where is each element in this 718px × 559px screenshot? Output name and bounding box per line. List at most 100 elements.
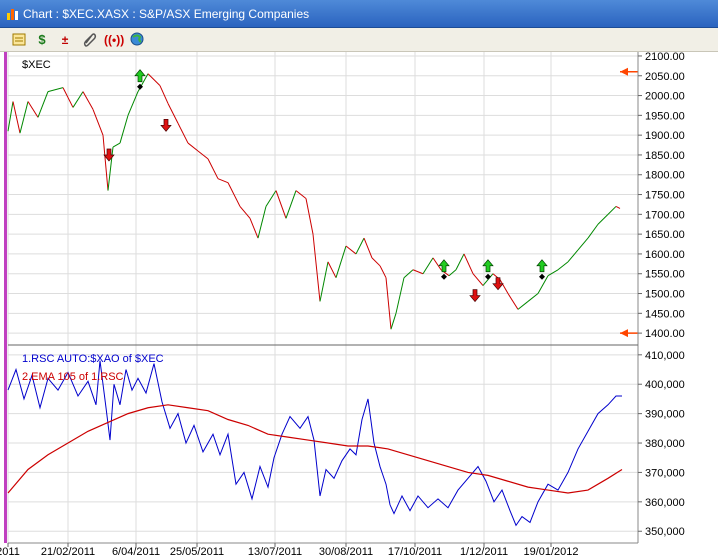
price-line-segment (355, 237, 365, 255)
x-tick-label: 13/07/2011 (248, 546, 302, 558)
price-line-segment (47, 87, 64, 93)
price-line-segment (92, 109, 104, 136)
price-tick-label: 2000.00 (645, 91, 685, 103)
x-tick-label: 25/05/2011 (170, 546, 224, 558)
title-bar: Chart : $XEC.XASX : S&P/ASX Emerging Com… (0, 0, 718, 28)
panel-divider-bar[interactable] (4, 52, 7, 543)
price-line-segment (107, 146, 114, 191)
level-marker-arrow (620, 329, 628, 338)
price-line-segment (463, 253, 474, 274)
price-line-segment (507, 293, 519, 310)
price-tick-label: 1750.00 (645, 190, 685, 202)
x-tick-label: 2011 (0, 546, 20, 558)
dollar-icon[interactable]: $ (38, 32, 46, 47)
price-tick-label: 1400.00 (645, 328, 685, 340)
indicator-tick-label: 410,000 (645, 350, 685, 362)
price-line-segment (567, 249, 579, 263)
price-line-segment (227, 182, 241, 207)
ema-legend: 2.EMA 105 of 1.RSC (22, 371, 124, 383)
x-tick-label: 30/08/2011 (319, 546, 373, 558)
price-line-segment (327, 261, 337, 278)
price-line-segment (455, 253, 465, 270)
price-line-segment (335, 245, 347, 278)
price-line-segment (587, 223, 599, 239)
signal-diamond (441, 273, 447, 280)
price-line-segment (412, 269, 424, 275)
plus-minus-icon[interactable]: ± (61, 33, 69, 47)
chart-canvas: 2011 21/02/2011 6/04/2011 25/05/2011 13/07/2… (0, 52, 685, 558)
price-panel-label: $XEC (22, 59, 51, 71)
price-line-segment (265, 190, 277, 207)
price-line-segment (379, 265, 387, 278)
indicator-tick-label: 350,000 (645, 526, 685, 538)
price-line-segment (62, 87, 74, 108)
price-tick-label: 1500.00 (645, 289, 685, 301)
indicator-tick-label: 390,000 (645, 409, 685, 421)
price-tick-label: 1450.00 (645, 308, 685, 320)
price-line-segment (285, 190, 297, 219)
rsc-line (7, 360, 622, 527)
price-line-segment (371, 257, 381, 267)
price-line-segment (217, 178, 229, 184)
price-line-segment (167, 103, 179, 124)
price-tick-label: 2050.00 (645, 71, 685, 83)
x-tick-label: 1/12/2011 (460, 546, 508, 558)
price-line-segment (147, 73, 161, 87)
price-line-segment (239, 206, 251, 219)
price-line-segment (395, 277, 405, 314)
globe-icon[interactable] (128, 31, 146, 49)
buy-signal-arrow (536, 259, 548, 273)
price-line-segment (527, 293, 539, 302)
price-line-segment (305, 198, 314, 235)
price-tick-label: 1650.00 (645, 229, 685, 241)
price-tick-label: 1600.00 (645, 249, 685, 261)
broadcast-icon[interactable]: ((•)) (104, 33, 125, 47)
price-line-segment (187, 142, 199, 152)
price-line-segment (403, 269, 414, 279)
price-tick-label: 1700.00 (645, 209, 685, 221)
paperclip-icon[interactable] (80, 31, 98, 49)
price-line-segment (197, 150, 209, 160)
signal-diamond (137, 83, 143, 90)
price-line-segment (547, 269, 559, 277)
buy-signal-arrow (482, 259, 494, 273)
chart-frame: 2011 21/02/2011 6/04/2011 25/05/2011 13/07/2… (0, 52, 718, 559)
sell-signal-arrow (492, 277, 504, 291)
buy-signal-arrow (134, 69, 146, 83)
price-tick-label: 1950.00 (645, 110, 685, 122)
price-line-segment (363, 237, 373, 259)
indicator-tick-label: 370,000 (645, 467, 685, 479)
price-line-segment (607, 206, 617, 215)
buy-signal-arrow (438, 259, 450, 273)
signal-diamond (539, 273, 545, 280)
price-line-segment (422, 257, 434, 274)
ema-line (7, 404, 623, 494)
x-tick-label: 19/01/2012 (523, 546, 578, 558)
price-tick-label: 1850.00 (645, 150, 685, 162)
price-line-segment (249, 218, 259, 239)
price-line-segment (319, 261, 329, 302)
sell-signal-arrow (103, 148, 115, 162)
price-line-segment (517, 301, 529, 310)
indicator-tick-label: 360,000 (645, 497, 685, 509)
notepad-icon[interactable] (10, 31, 28, 49)
price-panel (7, 67, 638, 338)
price-line-segment (312, 234, 321, 302)
price-line-segment (127, 91, 139, 116)
price-line-segment (577, 237, 589, 251)
x-tick-label: 21/02/2011 (41, 546, 95, 558)
price-line-segment (390, 313, 397, 330)
price-line-segment (207, 158, 219, 179)
price-line-segment (177, 123, 189, 144)
price-line-segment (159, 85, 169, 104)
indicator-tick-label: 400,000 (645, 379, 685, 391)
price-tick-label: 1550.00 (645, 269, 685, 281)
price-line-segment (119, 115, 129, 144)
price-line-segment (275, 190, 287, 219)
price-line-segment (499, 279, 509, 294)
chart-app-icon (7, 9, 18, 20)
sell-signal-arrow (469, 289, 481, 303)
price-tick-label: 2100.00 (645, 52, 685, 63)
indicator-panel (7, 360, 623, 527)
price-line-segment (597, 213, 609, 225)
